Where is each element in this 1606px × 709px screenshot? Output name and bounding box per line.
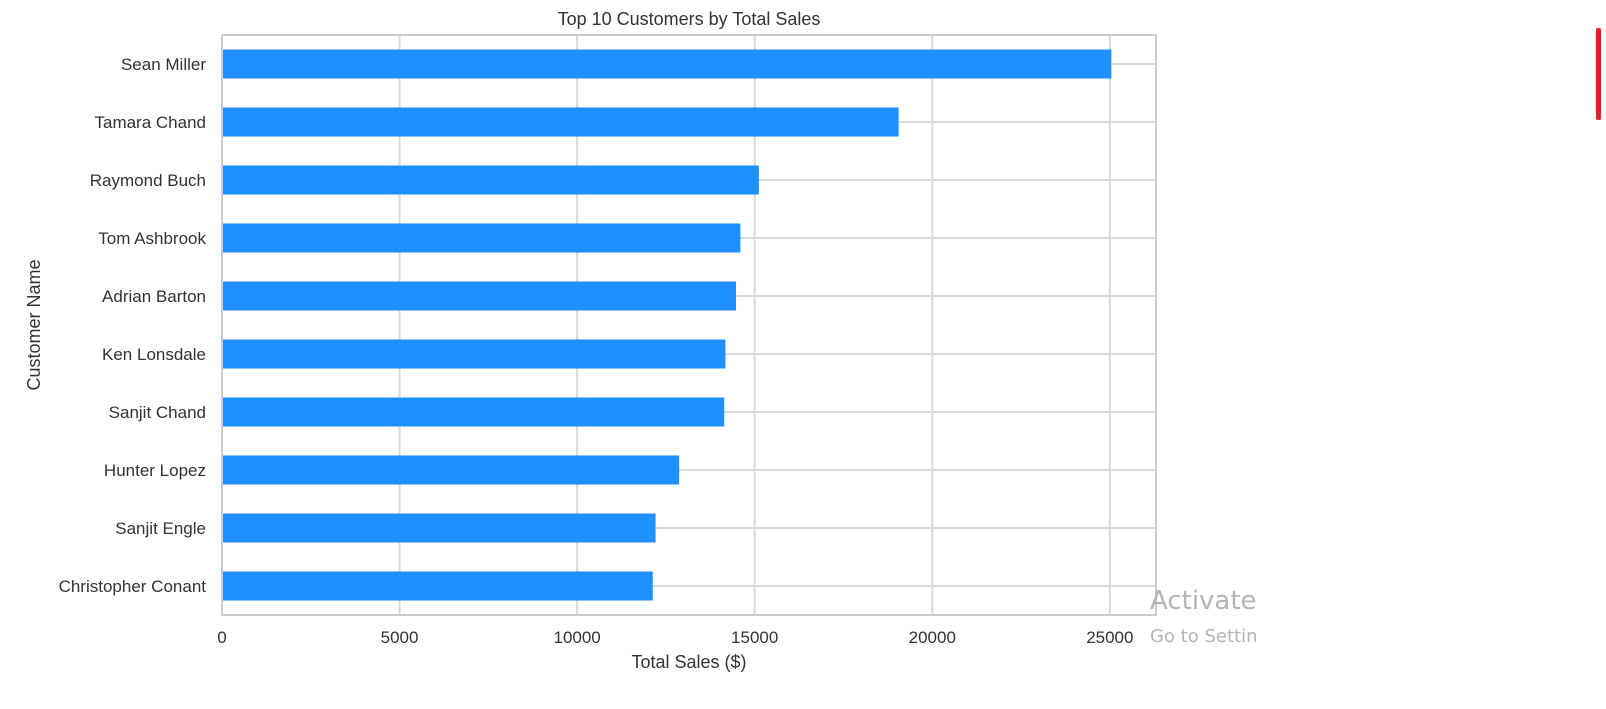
y-tick-label: Sanjit Engle (115, 519, 206, 538)
x-tick-label: 5000 (381, 628, 419, 647)
x-tick-label: 25000 (1086, 628, 1133, 647)
y-tick-label: Tamara Chand (94, 113, 206, 132)
bar-sanjit-engle (222, 513, 656, 543)
y-tick-label: Sanjit Chand (109, 403, 206, 422)
bar-ken-lonsdale (222, 339, 726, 369)
y-tick-label: Tom Ashbrook (98, 229, 206, 248)
bars (222, 49, 1112, 601)
bar-sean-miller (222, 49, 1112, 79)
bar-tamara-chand (222, 107, 899, 137)
red-annotation-mark (1596, 28, 1601, 120)
bar-sanjit-chand (222, 397, 725, 427)
y-tick-label: Ken Lonsdale (102, 345, 206, 364)
bar-adrian-barton (222, 281, 737, 311)
activate-windows-subtext: Go to Settin (1150, 626, 1258, 647)
activate-windows-watermark: Activate (1150, 586, 1257, 616)
bar-hunter-lopez (222, 455, 680, 485)
y-tick-label: Christopher Conant (59, 577, 207, 596)
x-tick-labels: 0 5000 10000 15000 20000 25000 (217, 628, 1133, 647)
y-tick-labels: Sean Miller Tamara Chand Raymond Buch Tom A… (59, 55, 207, 596)
x-tick-label: 0 (217, 628, 226, 647)
plot-area-border (221, 34, 1157, 616)
bar-raymond-buch (222, 165, 759, 195)
y-tick-label: Adrian Barton (102, 287, 206, 306)
y-tick-label: Raymond Buch (90, 171, 206, 190)
x-tick-label: 15000 (731, 628, 778, 647)
x-axis-title: Total Sales ($) (631, 652, 746, 672)
x-tick-label: 10000 (553, 628, 600, 647)
chart-title: Top 10 Customers by Total Sales (558, 9, 821, 29)
y-tick-label: Hunter Lopez (104, 461, 206, 480)
y-axis-title: Customer Name (24, 259, 44, 390)
bar-tom-ashbrook (222, 223, 741, 253)
x-tick-label: 20000 (909, 628, 956, 647)
bar-christopher-conant (222, 571, 653, 601)
y-tick-label: Sean Miller (121, 55, 206, 74)
